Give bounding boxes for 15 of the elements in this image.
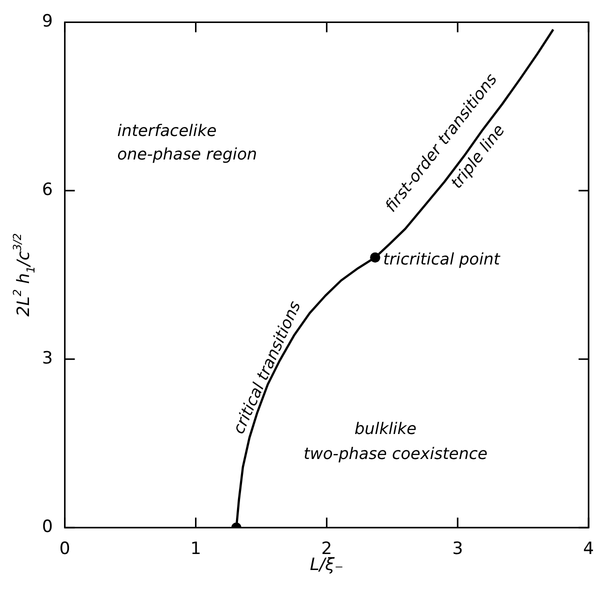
annotation: interfacelike bbox=[117, 121, 217, 140]
x-axis-title: L/ξ₋ bbox=[310, 555, 344, 576]
x-tick-label: 0 bbox=[59, 539, 70, 560]
y-tick-label: 0 bbox=[42, 517, 53, 538]
y-tick-label: 3 bbox=[42, 348, 53, 369]
x-tick-label: 4 bbox=[583, 539, 594, 560]
annotation: one-phase region bbox=[117, 144, 258, 164]
annotation: bulklike bbox=[354, 419, 417, 438]
x-tick-label: 3 bbox=[452, 539, 464, 560]
y-tick-label: 6 bbox=[42, 180, 53, 200]
y-tick-label: 9 bbox=[42, 12, 53, 32]
y-axis-title: 2L2 h1/c3/2 bbox=[10, 233, 38, 317]
annotation: two-phase coexistence bbox=[304, 444, 488, 463]
x-tick-label: 1 bbox=[190, 539, 202, 560]
annotation: tricritical point bbox=[383, 250, 501, 269]
